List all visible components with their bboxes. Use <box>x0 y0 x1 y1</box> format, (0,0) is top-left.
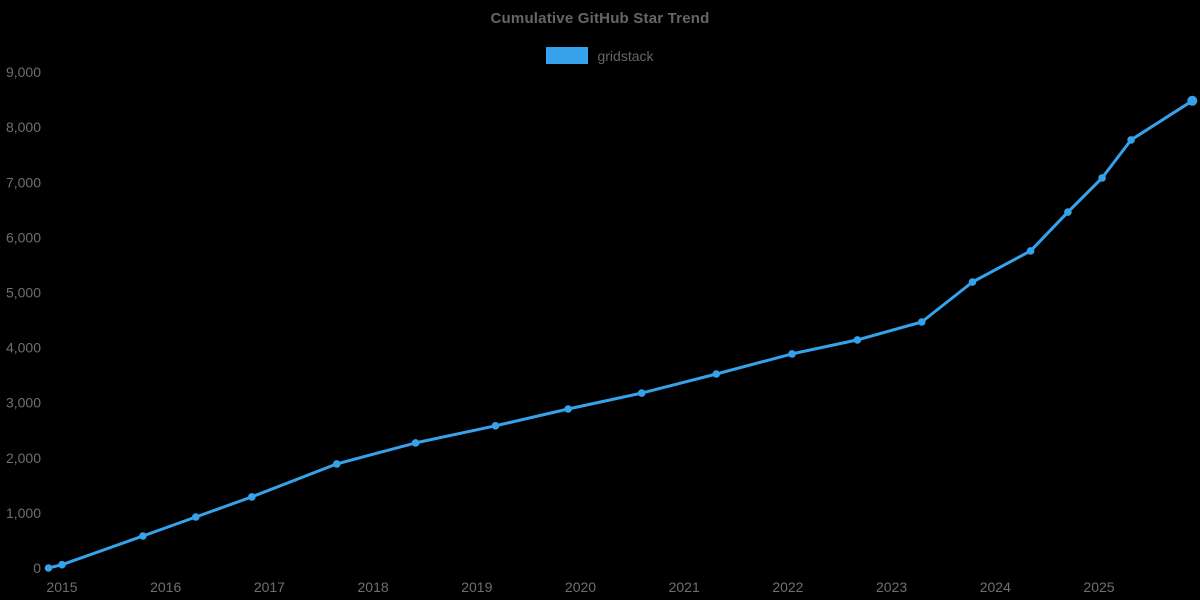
data-point[interactable] <box>564 405 572 413</box>
x-axis-tick-label: 2023 <box>876 579 907 595</box>
x-axis-tick-label: 2018 <box>358 579 389 595</box>
data-point[interactable] <box>248 493 256 501</box>
x-axis-tick-label: 2022 <box>772 579 803 595</box>
x-axis-tick-label: 2017 <box>254 579 285 595</box>
legend-swatch <box>546 47 589 64</box>
x-axis-tick-label: 2024 <box>980 579 1011 595</box>
x-axis-tick-label: 2015 <box>46 579 77 595</box>
data-point[interactable] <box>139 532 147 540</box>
y-axis-tick-label: 9,000 <box>6 64 41 80</box>
data-point[interactable] <box>58 560 66 569</box>
y-axis-tick-label: 4,000 <box>6 340 41 356</box>
data-point[interactable] <box>1187 95 1198 106</box>
data-point[interactable] <box>491 422 500 430</box>
data-point[interactable] <box>1127 136 1135 144</box>
y-axis-tick-label: 6,000 <box>6 229 41 245</box>
data-point[interactable] <box>788 350 796 358</box>
y-axis-tick-label: 2,000 <box>6 450 41 466</box>
trend-line <box>47 99 1194 570</box>
data-point[interactable] <box>712 370 721 378</box>
x-axis-tick-label: 2021 <box>669 579 700 595</box>
data-point[interactable] <box>411 439 420 447</box>
x-axis-tick-label: 2025 <box>1083 579 1114 595</box>
legend[interactable]: gridstack <box>0 47 1200 64</box>
legend-label: gridstack <box>597 47 654 64</box>
data-point[interactable] <box>1098 174 1106 182</box>
data-point[interactable] <box>968 278 977 286</box>
x-axis-tick-label: 2020 <box>565 579 596 595</box>
data-point[interactable] <box>192 513 200 521</box>
y-axis-tick-label: 8,000 <box>6 119 41 135</box>
y-axis-tick-label: 3,000 <box>6 395 41 411</box>
x-axis-tick-label: 2019 <box>461 579 492 595</box>
data-point[interactable] <box>637 389 646 397</box>
data-point[interactable] <box>1026 247 1035 255</box>
x-axis-tick-label: 2016 <box>150 579 181 595</box>
data-point[interactable] <box>853 336 862 344</box>
data-point[interactable] <box>1064 208 1072 216</box>
y-axis-tick-label: 0 <box>33 560 41 576</box>
data-point[interactable] <box>917 318 926 326</box>
data-point[interactable] <box>333 460 341 468</box>
y-axis-tick-label: 5,000 <box>6 285 41 301</box>
chart-title: Cumulative GitHub Star Trend <box>490 10 710 27</box>
y-axis-tick-label: 7,000 <box>6 174 41 190</box>
y-axis-tick-label: 1,000 <box>6 505 41 521</box>
data-point[interactable] <box>44 564 53 572</box>
